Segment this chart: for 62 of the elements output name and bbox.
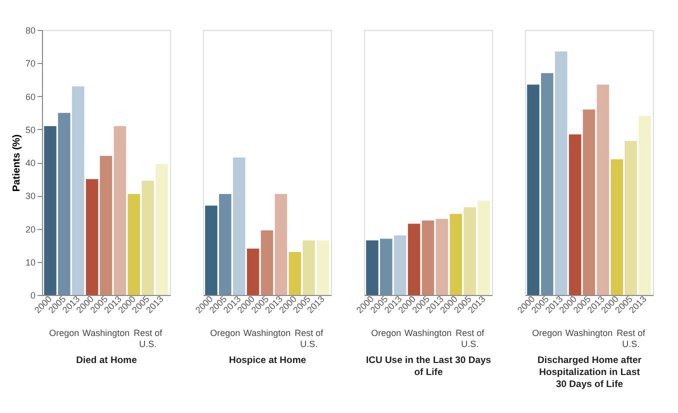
y-tick-label: 10	[25, 257, 36, 268]
y-tick-label: 50	[25, 124, 36, 135]
x-axis-title: Died at Home	[76, 355, 137, 366]
bar	[302, 240, 315, 295]
bar	[568, 134, 582, 295]
x-axis-title: ICU Use in the Last 30 Days of Life	[366, 355, 492, 378]
text: Oregon	[532, 328, 562, 338]
text: Oregon	[371, 328, 402, 338]
bar	[156, 164, 168, 295]
bar	[100, 156, 112, 295]
bar	[380, 238, 392, 295]
bar	[219, 194, 232, 295]
y-axis-title: Patients (%)	[11, 134, 22, 192]
text: Rest of U.S.	[616, 328, 646, 349]
bar	[408, 224, 420, 295]
text: Washington	[565, 328, 613, 338]
bar	[44, 126, 56, 295]
text: Oregon	[210, 328, 240, 338]
bar	[288, 252, 302, 295]
bar	[422, 220, 434, 295]
bar	[142, 180, 154, 295]
y-tick-label: 0	[30, 290, 36, 300]
text: Rest of U.S.	[294, 328, 324, 349]
bar	[478, 200, 490, 295]
y-tick-label: 60	[25, 92, 36, 102]
text: Washington	[404, 328, 452, 338]
bar	[554, 52, 568, 295]
bar	[582, 110, 596, 295]
y-tick-label: 20	[25, 224, 36, 234]
bar	[596, 84, 610, 295]
bar	[58, 112, 70, 295]
y-tick-label: 40	[25, 158, 36, 168]
bar	[450, 214, 462, 295]
bar	[610, 159, 624, 295]
bar	[246, 248, 260, 295]
bar	[86, 179, 98, 295]
bar	[72, 86, 84, 295]
bar	[316, 240, 329, 295]
y-tick-label: 70	[25, 58, 36, 69]
bar	[464, 207, 476, 295]
text: Washington	[82, 328, 130, 338]
bar	[232, 158, 246, 295]
bar	[114, 126, 126, 295]
bar	[128, 194, 140, 295]
y-tick-label: 30	[25, 191, 36, 202]
bar	[205, 206, 218, 295]
text: Rest of U.S.	[456, 328, 485, 349]
bar	[624, 140, 637, 295]
bar	[260, 230, 274, 295]
bar	[274, 194, 288, 295]
text: Rest of U.S.	[134, 328, 163, 349]
bar	[638, 116, 651, 295]
bar	[541, 73, 554, 295]
bar	[436, 218, 448, 295]
text: Washington	[243, 328, 291, 338]
bar	[527, 84, 540, 295]
bar	[366, 240, 378, 295]
x-axis-title: Discharged Home after Hospitalization in Last 30 Days of Life	[537, 355, 642, 390]
text: Oregon	[49, 328, 80, 338]
x-axis-title: Hospice at Home	[228, 355, 306, 366]
y-tick-label: 80	[25, 26, 36, 36]
bar	[394, 235, 406, 295]
